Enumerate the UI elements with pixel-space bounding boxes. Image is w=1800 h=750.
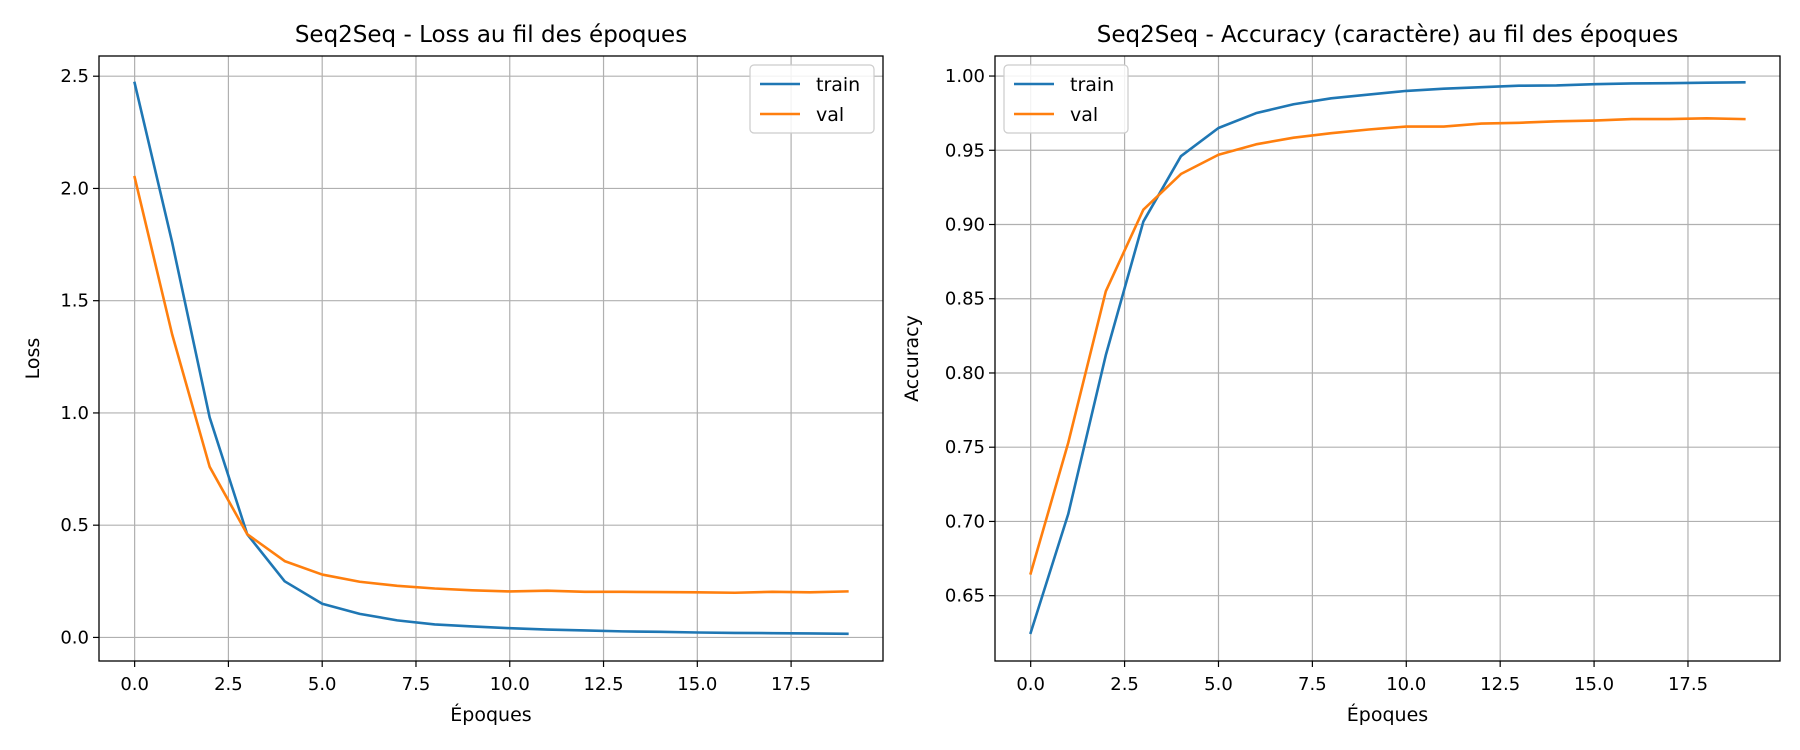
x-tick-label: 12.5 [583, 674, 623, 695]
y-tick-label: 0.5 [60, 515, 89, 536]
legend-label-train: train [1070, 74, 1114, 96]
legend-label-val: val [816, 104, 844, 126]
chart-title: Seq2Seq - Accuracy (caractère) au fil de… [1097, 22, 1678, 48]
y-tick-label: 1.0 [60, 403, 89, 424]
y-tick-label: 0.0 [60, 627, 89, 648]
series-line-train [133, 81, 849, 636]
x-tick-label: 0.0 [1016, 674, 1045, 695]
y-tick-label: 2.0 [60, 178, 89, 199]
legend-box [749, 64, 875, 134]
x-tick-label: 5.0 [1204, 674, 1233, 695]
y-tick-label: 0.80 [945, 363, 985, 384]
legend: train val [1003, 64, 1129, 134]
y-tick-label: 2.5 [60, 66, 89, 87]
y-tick-label: 0.75 [945, 437, 985, 458]
x-axis-label: Époques [450, 703, 531, 726]
x-tick-label: 10.0 [1386, 674, 1426, 695]
y-tick-label: 0.95 [945, 140, 985, 161]
x-tick-label: 15.0 [1574, 674, 1614, 695]
loss-chart: 0.0 2.5 5.0 7.5 10.0 12.5 15.0 17.5 0.0 0.5 1.0 1.5… [22, 22, 884, 726]
x-tick-label: 12.5 [1480, 674, 1520, 695]
x-tick-label: 2.5 [214, 674, 243, 695]
legend-label-train: train [816, 74, 860, 96]
plot-frame [994, 55, 1781, 662]
x-tick-label: 2.5 [1110, 674, 1139, 695]
series-line-val [133, 175, 849, 595]
y-tick-label: 0.65 [945, 586, 985, 607]
x-tick-label: 17.5 [771, 674, 811, 695]
x-tick-label: 5.0 [308, 674, 337, 695]
x-tick-label: 0.0 [120, 674, 149, 695]
legend-box [1003, 64, 1129, 134]
y-tick-label: 0.85 [945, 289, 985, 310]
plot-frame [98, 55, 884, 662]
y-tick-label: 0.90 [945, 215, 985, 236]
y-axis-label: Loss [22, 338, 44, 380]
x-tick-label: 15.0 [677, 674, 717, 695]
y-tick-label: 1.5 [60, 291, 89, 312]
x-tick-label: 17.5 [1668, 674, 1708, 695]
legend: train val [749, 64, 875, 134]
chart-title: Seq2Seq - Loss au fil des époques [295, 22, 687, 48]
y-tick-label: 1.00 [945, 66, 985, 87]
x-tick-label: 7.5 [402, 674, 431, 695]
series-line-train [1029, 80, 1746, 635]
accuracy-chart: 0.0 2.5 5.0 7.5 10.0 12.5 15.0 17.5 0.65 0.70 0.75… [901, 22, 1781, 726]
y-tick-label: 0.70 [945, 511, 985, 532]
series-line-val [1029, 117, 1746, 576]
x-tick-label: 10.0 [490, 674, 530, 695]
x-axis-label: Époques [1347, 703, 1428, 726]
legend-label-val: val [1070, 104, 1098, 126]
x-tick-label: 7.5 [1298, 674, 1327, 695]
y-axis-label: Accuracy [901, 315, 923, 402]
